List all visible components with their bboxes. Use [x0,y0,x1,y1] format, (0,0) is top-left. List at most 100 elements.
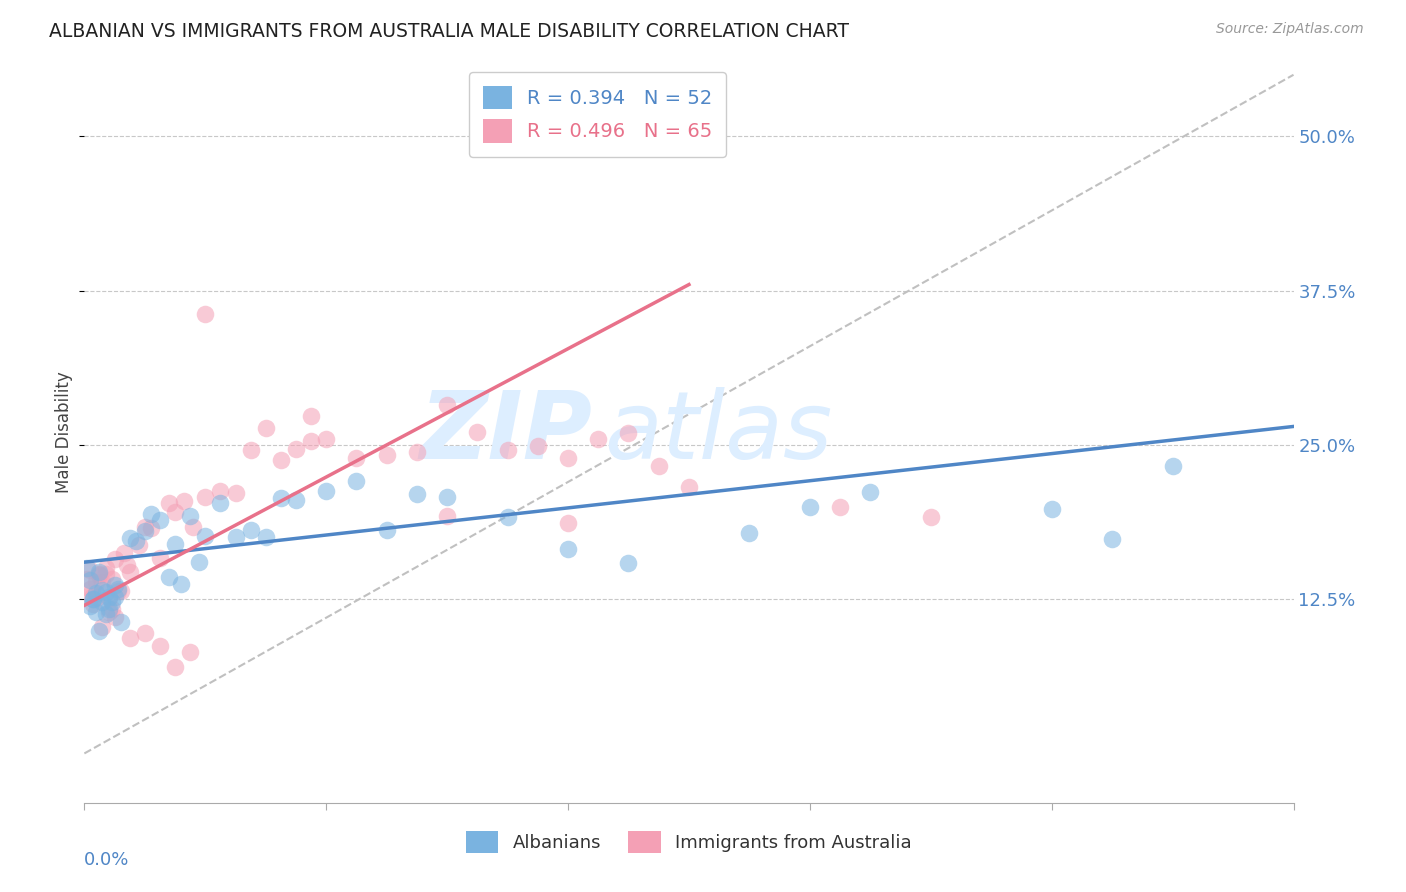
Point [194,307,217,321]
Point [436,490,458,504]
Point [118,565,141,579]
Point [617,556,640,570]
Point [179,645,201,659]
Point [104,551,127,566]
Point [254,421,277,435]
Point [165,505,187,519]
Point [100,572,122,586]
Point [254,530,277,544]
Point [104,609,127,624]
Point [104,590,127,604]
Point [270,491,292,505]
Point [118,531,141,545]
Point [82,592,104,607]
Point [194,529,217,543]
Point [557,541,579,556]
Point [406,445,429,459]
Point [406,487,429,501]
Point [375,523,398,537]
Point [86,605,108,619]
Point [157,496,180,510]
Point [209,496,232,510]
Point [134,519,156,533]
Point [299,409,322,424]
Point [149,513,172,527]
Point [173,493,195,508]
Point [89,565,111,579]
Point [1040,501,1063,516]
Point [112,546,135,560]
Y-axis label: Male Disability: Male Disability [55,372,73,493]
Point [76,589,98,603]
Point [225,485,247,500]
Point [94,584,117,599]
Point [678,480,700,494]
Text: Source: ZipAtlas.com: Source: ZipAtlas.com [1216,22,1364,37]
Point [285,442,308,457]
Point [149,550,172,565]
Text: ALBANIAN VS IMMIGRANTS FROM AUSTRALIA MALE DISABILITY CORRELATION CHART: ALBANIAN VS IMMIGRANTS FROM AUSTRALIA MA… [49,22,849,41]
Point [179,508,201,523]
Point [225,530,247,544]
Point [209,483,232,498]
Point [128,538,150,552]
Point [107,584,129,599]
Point [157,570,180,584]
Point [118,631,141,645]
Point [285,492,308,507]
Point [134,626,156,640]
Point [139,507,162,521]
Point [91,595,114,609]
Point [82,589,104,603]
Point [239,523,262,537]
Point [165,660,187,674]
Point [346,474,368,488]
Point [139,521,162,535]
Point [799,500,821,515]
Point [94,607,117,621]
Point [557,516,579,530]
Point [79,599,101,613]
Legend: Albanians, Immigrants from Australia: Albanians, Immigrants from Australia [458,824,920,861]
Point [194,490,217,504]
Point [76,561,98,575]
Point [496,443,519,458]
Point [79,573,101,587]
Text: ZIP: ZIP [419,386,592,479]
Point [738,526,761,541]
Point [527,439,550,453]
Point [89,568,111,582]
Point [617,425,640,440]
Point [588,433,610,447]
Point [920,510,942,524]
Point [436,509,458,524]
Point [110,615,132,629]
Point [97,591,120,606]
Point [89,624,111,639]
Text: atlas: atlas [605,387,832,478]
Point [830,500,852,515]
Point [100,595,122,609]
Point [94,567,117,582]
Point [496,509,519,524]
Point [91,620,114,634]
Point [188,555,211,569]
Point [467,425,489,439]
Point [115,558,138,572]
Point [239,443,262,458]
Point [104,578,127,592]
Point [315,484,337,499]
Point [170,576,193,591]
Point [315,432,337,446]
Point [82,597,104,611]
Point [97,590,120,604]
Point [86,575,108,590]
Point [436,398,458,412]
Point [82,591,104,606]
Point [557,450,579,465]
Point [79,582,101,597]
Point [134,524,156,538]
Point [110,584,132,599]
Point [165,536,187,550]
Point [125,534,148,549]
